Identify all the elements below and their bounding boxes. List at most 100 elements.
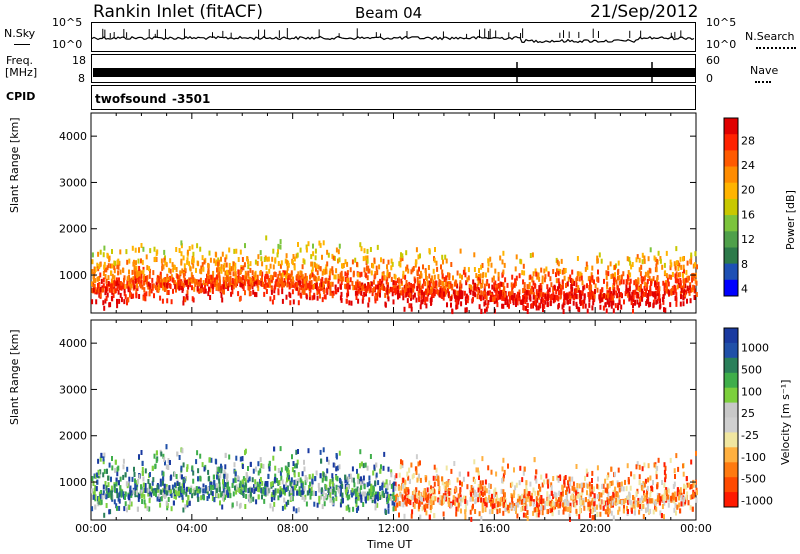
power-cell xyxy=(566,299,569,305)
power-cell xyxy=(431,275,434,281)
power-cell xyxy=(101,287,104,293)
power-cell xyxy=(173,264,176,270)
power-cell xyxy=(633,280,636,286)
velocity-cell xyxy=(295,508,298,514)
velocity-cell xyxy=(149,472,151,477)
power-cell xyxy=(609,261,612,267)
velocity-cell xyxy=(532,487,535,493)
power-cell xyxy=(361,298,364,304)
power-cell xyxy=(634,289,637,295)
velocity-cell xyxy=(178,455,181,460)
power-cell xyxy=(337,287,340,293)
power-cell xyxy=(159,295,162,301)
power-cell xyxy=(332,290,335,296)
power-cell xyxy=(110,270,112,276)
power-cell xyxy=(610,303,613,309)
power-cell xyxy=(92,287,95,293)
power-cell xyxy=(511,284,514,289)
velocity-cell xyxy=(116,505,118,511)
power-cell xyxy=(410,306,413,312)
power-cell xyxy=(583,298,586,304)
velocity-cell xyxy=(155,458,158,463)
power-cell xyxy=(238,276,241,282)
velocity-cell xyxy=(559,501,562,507)
velocity-cell xyxy=(474,509,477,514)
power-cell xyxy=(431,293,434,298)
power-cell xyxy=(137,271,139,277)
power-cell xyxy=(405,266,407,272)
velocity-cell xyxy=(675,510,677,516)
power-cell xyxy=(500,281,503,287)
velocity-cell xyxy=(292,506,295,512)
velocity-cell xyxy=(654,505,657,511)
velocity-cell xyxy=(674,502,677,508)
power-cell xyxy=(362,256,365,262)
power-cell xyxy=(555,272,557,278)
power-cell xyxy=(285,274,288,280)
velocity-cell xyxy=(292,491,295,497)
power-cell xyxy=(424,296,427,302)
power-cell xyxy=(293,265,296,271)
velocity-cell xyxy=(374,505,377,511)
velocity-cell xyxy=(617,509,620,515)
power-cell xyxy=(231,277,234,283)
velocity-cell xyxy=(380,464,382,470)
power-cell xyxy=(421,283,424,289)
power-cell xyxy=(326,249,329,255)
velocity-cell xyxy=(555,501,558,507)
power-cell xyxy=(416,286,419,291)
velocity-cell xyxy=(490,469,493,475)
velocity-cell xyxy=(407,475,410,481)
velocity-cell xyxy=(301,471,304,477)
velocity-cell xyxy=(372,486,375,492)
power-cell xyxy=(561,279,564,285)
velocity-cell xyxy=(459,494,462,500)
power-cell xyxy=(563,275,566,281)
power-cell xyxy=(679,272,682,278)
velocity-cell xyxy=(542,505,545,511)
power-cell xyxy=(620,292,623,298)
velocity-cell xyxy=(456,497,459,503)
power-cell xyxy=(117,289,120,295)
power-cell xyxy=(674,278,677,284)
velocity-cell xyxy=(447,501,450,507)
power-cell xyxy=(102,271,105,276)
power-cell xyxy=(426,296,429,302)
power-cell xyxy=(344,271,347,277)
velocity-cell xyxy=(596,511,599,517)
velocity-cell xyxy=(546,509,549,514)
power-cell xyxy=(551,294,554,299)
velocity-cell xyxy=(689,484,692,490)
power-cell xyxy=(657,281,660,287)
power-cell xyxy=(494,268,497,274)
velocity-cell xyxy=(432,475,435,481)
velocity-cell xyxy=(113,499,116,505)
power-cell xyxy=(174,284,177,290)
power-cell xyxy=(599,297,602,303)
velocity-cell xyxy=(596,465,599,471)
power-cell xyxy=(247,270,250,276)
power-cell xyxy=(238,296,241,302)
velocity-cell xyxy=(259,468,262,474)
power-cell xyxy=(149,248,152,254)
velocity-cell xyxy=(102,459,105,465)
velocity-cell xyxy=(585,468,588,474)
colorbar-swatch xyxy=(724,247,738,265)
power-cell xyxy=(463,266,466,272)
power-cell xyxy=(497,276,500,282)
power-cell xyxy=(140,273,143,279)
power-cell xyxy=(135,283,138,289)
velocity-cell xyxy=(644,496,647,502)
power-cell xyxy=(447,291,450,297)
power-cell xyxy=(523,297,526,303)
velocity-cell xyxy=(175,491,178,497)
velocity-cell xyxy=(447,498,450,504)
power-cell xyxy=(200,288,203,294)
velocity-cell xyxy=(244,477,247,483)
velocity-cell xyxy=(155,488,158,494)
velocity-cell xyxy=(495,471,498,477)
power-cell xyxy=(573,295,576,301)
velocity-cell xyxy=(569,481,572,487)
power-cell xyxy=(410,289,413,294)
velocity-cell xyxy=(648,497,650,502)
